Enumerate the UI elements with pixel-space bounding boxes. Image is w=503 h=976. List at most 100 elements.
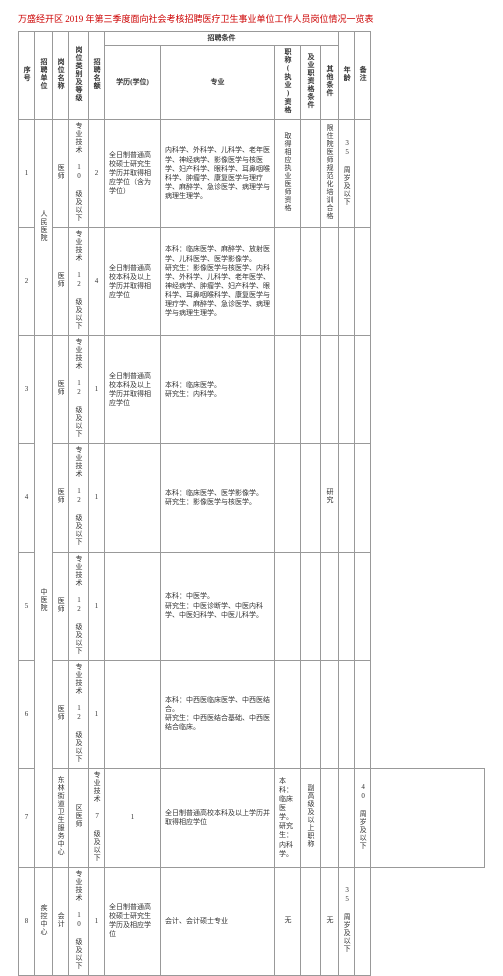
cell-other <box>321 336 339 444</box>
cell-seq: 1 <box>19 120 35 228</box>
cell-major: 会计、会计硕士专业 <box>161 867 275 975</box>
cell-remark <box>355 228 371 336</box>
cell-age: 40 周岁及以下 <box>355 768 371 867</box>
cell-other: 无 <box>321 867 339 975</box>
cell-seq: 5 <box>19 552 35 660</box>
table-row: 5医师专业技术 12 级及以下1 本科：中医学。研究生：中医诊断学、中医内科学、中… <box>19 552 485 660</box>
cell-count: 1 <box>105 768 161 867</box>
cell-count: 4 <box>89 228 105 336</box>
cell-seq: 3 <box>19 336 35 444</box>
cell-major: 本科：临床医学。研究生：内科学。 <box>275 768 301 867</box>
cell-cert <box>275 444 301 552</box>
cell-major: 本科：中医学。研究生：中医诊断学、中医内科学、中医妇科学、中医儿科学。 <box>161 552 275 660</box>
table-row: 4医师专业技术 12 级及以下1 本科：临床医学、医学影像学。研究生：影像医学与核… <box>19 444 485 552</box>
cell-remark <box>355 444 371 552</box>
cell-cert <box>275 660 301 768</box>
cell-count: 1 <box>89 336 105 444</box>
cell-cat: 专业技术 7 级及以下 <box>89 768 105 867</box>
cell-prof <box>301 336 321 444</box>
cell-cert: 副高级及以上职称 <box>301 768 321 867</box>
page-title: 万盛经开区 2019 年第三季度面向社会考核招聘医疗卫生事业单位工作人员岗位情况… <box>18 12 485 25</box>
table-row: 8疾控中心会计专业技术 10 级及以下1全日制普通高校硕士研究生学历及相应学位会… <box>19 867 485 975</box>
cell-seq: 4 <box>19 444 35 552</box>
cell-edu <box>105 552 161 660</box>
cell-unit: 人民医院 <box>35 120 53 336</box>
th-cert: 职称(执业)资格 <box>275 46 301 120</box>
cell-edu: 全日制普通高校硕士研究生学历及相应学位 <box>105 867 161 975</box>
cell-count: 1 <box>89 552 105 660</box>
cell-post: 医师 <box>53 660 69 768</box>
cell-edu: 全日制普通高校本科及以上学历并取得相应学位 <box>161 768 275 867</box>
cell-age: 35 周岁及以下 <box>339 867 355 975</box>
cell-prof <box>321 768 339 867</box>
cell-edu: 全日制普通高校硕士研究生学历并取得相应学位（含为学位） <box>105 120 161 228</box>
cell-unit: 东林街道卫生服务中心 <box>53 768 69 867</box>
cell-cert <box>275 336 301 444</box>
cell-count: 1 <box>89 867 105 975</box>
cell-remark <box>355 336 371 444</box>
table-row: 3中医院医师专业技术 12 级及以下1全日制普通高校本科及以上学历并取得相应学位… <box>19 336 485 444</box>
cell-other <box>321 228 339 336</box>
cell-unit: 疾控中心 <box>35 867 53 975</box>
th-count: 招聘名额 <box>89 32 105 120</box>
cell-post: 医师 <box>53 336 69 444</box>
cell-edu <box>105 444 161 552</box>
cell-major: 本科：临床医学、麻醉学、放射医学、儿科医学、医学影像学。研究生：影像医学与核医学… <box>161 228 275 336</box>
cell-cat: 专业技术 12 级及以下 <box>69 444 89 552</box>
cell-cat: 专业技术 12 级及以下 <box>69 228 89 336</box>
cell-post: 区医师 <box>69 768 89 867</box>
cell-other <box>321 552 339 660</box>
table-row: 1人民医院医师专业技术 10 级及以下2全日制普通高校硕士研究生学历并取得相应学… <box>19 120 485 228</box>
cell-other: 限住院医师规范化培训合格 <box>321 120 339 228</box>
cell-seq: 6 <box>19 660 35 768</box>
cell-other: 研究 <box>321 444 339 552</box>
th-remark: 备注 <box>355 32 371 120</box>
cell-major: 本科：临床医学。研究生：内科学。 <box>161 336 275 444</box>
cell-cat: 专业技术 10 级及以下 <box>69 120 89 228</box>
cell-remark <box>355 867 371 975</box>
cell-post: 医师 <box>53 444 69 552</box>
cell-cert: 取得相应执业医师资格 <box>275 120 301 228</box>
cell-cat: 专业技术 12 级及以下 <box>69 336 89 444</box>
cell-edu: 全日制普通高校本科及以上学历并取得相应学位 <box>105 228 161 336</box>
cell-remark <box>355 120 371 228</box>
cell-cat: 专业技术 12 级及以下 <box>69 660 89 768</box>
cell-major: 内科学、外科学、儿科学、老年医学、神经病学、影像医学与核医学、妇产科学、眼科学、… <box>161 120 275 228</box>
th-other: 其他条件 <box>321 46 339 120</box>
cell-cert <box>275 552 301 660</box>
cell-age <box>339 336 355 444</box>
cell-remark <box>355 552 371 660</box>
cell-prof <box>301 120 321 228</box>
th-cat: 岗位类别及等级 <box>69 32 89 120</box>
cell-count: 1 <box>89 660 105 768</box>
table-row: 2医师专业技术 12 级及以下4全日制普通高校本科及以上学历并取得相应学位本科：… <box>19 228 485 336</box>
cell-major: 本科：临床医学、医学影像学。研究生：影像医学与核医学。 <box>161 444 275 552</box>
cell-post: 医师 <box>53 120 69 228</box>
th-seq: 序号 <box>19 32 35 120</box>
cell-prof <box>301 444 321 552</box>
cell-post: 医师 <box>53 228 69 336</box>
cell-count: 1 <box>89 444 105 552</box>
cell-prof <box>301 228 321 336</box>
cell-post: 医师 <box>53 552 69 660</box>
cell-cert: 无 <box>275 867 301 975</box>
cell-seq: 8 <box>19 867 35 975</box>
th-prof: 及业职资格条件 <box>301 46 321 120</box>
cell-age: 35 周岁及以下 <box>339 120 355 228</box>
cell-cat: 专业技术 12 级及以下 <box>69 552 89 660</box>
table-row: 6医师专业技术 12 级及以下1本科：中西医临床医学、中西医结合。研究生：中西医… <box>19 660 485 768</box>
cell-other <box>321 660 339 768</box>
cell-remark <box>355 660 371 768</box>
cell-age <box>339 660 355 768</box>
cell-cert <box>275 228 301 336</box>
cell-unit: 中医院 <box>35 336 53 867</box>
cell-other <box>339 768 355 867</box>
cell-prof <box>301 660 321 768</box>
cell-edu: 全日制普通高校本科及以上学历并取得相应学位 <box>105 336 161 444</box>
th-edu: 学历(学位) <box>105 46 161 120</box>
recruitment-table: 序号 招聘单位 岗位名称 岗位类别及等级 招聘名额 招聘条件 年龄 备注 学历(… <box>18 31 485 976</box>
th-post: 岗位名称 <box>53 32 69 120</box>
cell-seq: 2 <box>19 228 35 336</box>
cell-count: 2 <box>89 120 105 228</box>
th-age: 年龄 <box>339 32 355 120</box>
